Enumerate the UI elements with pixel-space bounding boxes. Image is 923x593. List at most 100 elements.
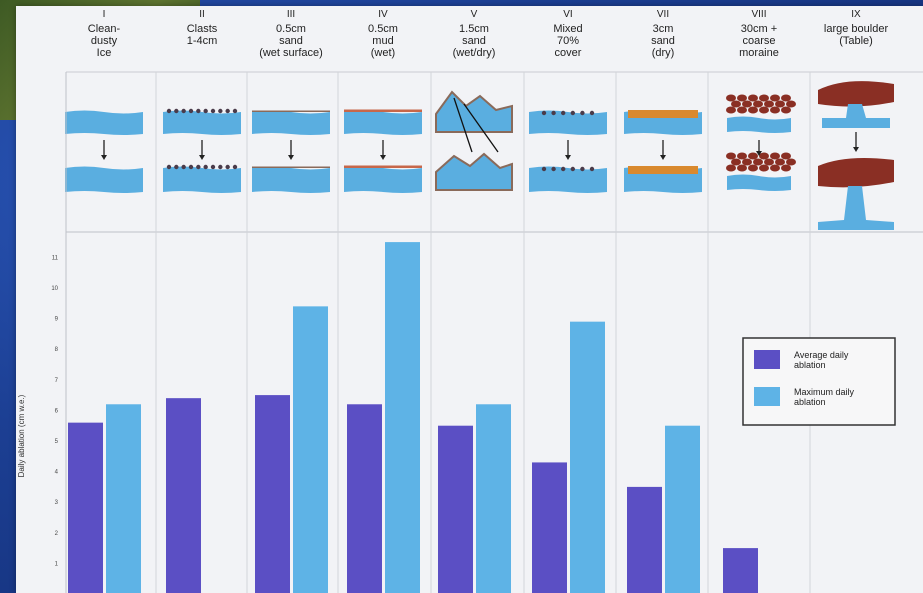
arrow-head-icon bbox=[101, 155, 107, 160]
arrow-icon bbox=[463, 103, 499, 153]
bar-maximum-III bbox=[293, 306, 328, 593]
ice-block bbox=[529, 110, 607, 135]
clast bbox=[210, 164, 216, 170]
header-line: Ice bbox=[97, 47, 112, 59]
clast bbox=[541, 110, 547, 116]
clast bbox=[203, 108, 208, 114]
clast bbox=[580, 166, 585, 172]
bar-average-IV bbox=[347, 404, 382, 593]
moraine-clast bbox=[737, 106, 747, 114]
ice-block bbox=[65, 166, 143, 193]
moraine-clast bbox=[786, 100, 796, 108]
arrow-head-icon bbox=[565, 155, 571, 160]
header-line: Clean- bbox=[88, 23, 121, 35]
header-line: sand bbox=[651, 35, 675, 47]
bar-average-I bbox=[68, 422, 103, 593]
clast bbox=[589, 166, 595, 172]
clast bbox=[181, 164, 186, 170]
ice-block bbox=[344, 110, 422, 135]
arrow-icon bbox=[453, 97, 473, 153]
moraine-clast bbox=[737, 152, 747, 160]
debris-cover-diagrams bbox=[65, 81, 894, 230]
figure-panel: I Clean-dusty Ice II Clasts 1-4cm III 0.5cm sand… bbox=[16, 6, 923, 593]
bar-maximum-V bbox=[476, 404, 511, 593]
legend-swatch-maximum bbox=[754, 387, 780, 406]
moraine-clast bbox=[759, 152, 769, 160]
legend-label: ablation bbox=[794, 397, 826, 407]
ice-block bbox=[65, 110, 143, 135]
header-numeral: IV bbox=[378, 9, 388, 20]
clast bbox=[561, 166, 566, 172]
moraine-clast bbox=[737, 94, 747, 102]
clast bbox=[570, 110, 575, 116]
clast bbox=[225, 108, 230, 114]
header-numeral: V bbox=[471, 9, 478, 20]
ice-block bbox=[252, 166, 330, 193]
moraine-clast bbox=[731, 100, 741, 108]
bar-average-VI bbox=[532, 462, 567, 593]
clast bbox=[232, 108, 238, 114]
y-tick-label: 8 bbox=[55, 347, 59, 353]
moraine-clast bbox=[781, 152, 791, 160]
arrow-head-icon bbox=[756, 151, 762, 156]
header-numeral: III bbox=[287, 9, 295, 20]
moraine-clast bbox=[748, 164, 758, 172]
clast bbox=[570, 166, 575, 172]
moraine-clast bbox=[742, 158, 752, 166]
clast bbox=[551, 166, 556, 172]
bar-maximum-IV bbox=[385, 242, 420, 593]
boulder bbox=[818, 158, 894, 188]
y-tick-label: 9 bbox=[55, 317, 59, 323]
y-tick-label: 10 bbox=[51, 286, 58, 292]
header-line: 0.5cm bbox=[276, 23, 306, 35]
clast bbox=[225, 164, 230, 170]
bar-maximum-VII bbox=[665, 425, 700, 593]
ice-block bbox=[163, 166, 241, 193]
clast bbox=[218, 108, 223, 114]
header-line: (wet) bbox=[371, 47, 395, 59]
clast bbox=[551, 110, 556, 116]
legend-swatch-average bbox=[754, 350, 780, 369]
clast bbox=[232, 164, 238, 170]
moraine-clast bbox=[770, 94, 780, 102]
y-tick-label: 4 bbox=[55, 470, 59, 476]
y-tick-label: 11 bbox=[52, 255, 59, 261]
ice-block bbox=[727, 174, 791, 191]
moraine-clast bbox=[770, 152, 780, 160]
header-line: dusty bbox=[91, 35, 118, 47]
clast bbox=[166, 164, 172, 170]
header-line: 3cm bbox=[653, 23, 674, 35]
clast bbox=[210, 108, 216, 114]
clast bbox=[174, 108, 179, 114]
header-numeral: II bbox=[199, 9, 205, 20]
moraine-clast bbox=[775, 100, 785, 108]
moraine-clast bbox=[737, 164, 747, 172]
y-tick-label: 7 bbox=[55, 378, 59, 384]
header-numeral: VII bbox=[657, 9, 669, 20]
bar-average-VIII bbox=[723, 548, 758, 593]
arrow-head-icon bbox=[380, 155, 386, 160]
clast bbox=[196, 164, 201, 170]
clast bbox=[188, 108, 194, 114]
arrow-head-icon bbox=[288, 155, 294, 160]
clast bbox=[561, 110, 566, 116]
header-line: Mixed bbox=[553, 23, 582, 35]
ice-cone bbox=[435, 90, 513, 133]
header-numeral: VIII bbox=[751, 9, 766, 20]
header-line: (Table) bbox=[839, 35, 873, 47]
moraine-clast bbox=[753, 100, 763, 108]
header-line: Clasts bbox=[187, 23, 218, 35]
moraine-clast bbox=[764, 100, 774, 108]
ice-pedestal bbox=[818, 186, 894, 230]
moraine-clast bbox=[770, 106, 780, 114]
clast bbox=[541, 166, 547, 172]
header-line: (dry) bbox=[652, 47, 675, 59]
cover-layer bbox=[344, 109, 422, 112]
cover-layer bbox=[344, 165, 422, 168]
ice-pedestal bbox=[822, 104, 890, 128]
legend-label: Average daily bbox=[794, 350, 849, 360]
header-line: 0.5cm bbox=[368, 23, 398, 35]
bar-average-VII bbox=[627, 486, 662, 593]
bar-maximum-VI bbox=[570, 321, 605, 593]
